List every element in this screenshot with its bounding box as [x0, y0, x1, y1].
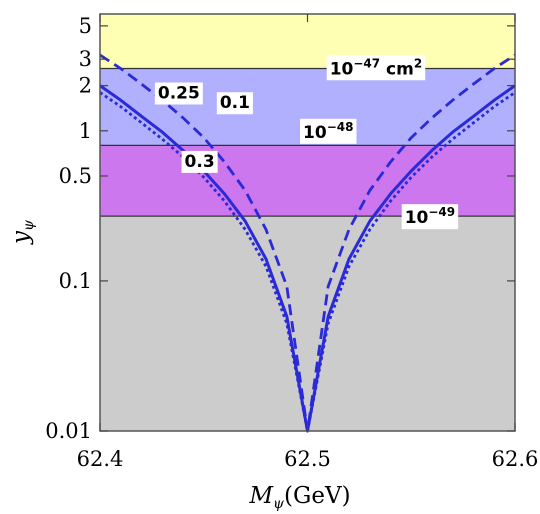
y-axis-title: yψ — [8, 219, 37, 245]
band-label-2: 10−49 — [401, 204, 459, 230]
curve-label-1-text: 0.1 — [220, 93, 250, 113]
y-tick-label: 5 — [79, 14, 92, 38]
band-label-0-text: 10−47 cm2 — [330, 56, 423, 79]
band-0 — [100, 216, 515, 431]
band-label-1: 10−48 — [300, 118, 357, 144]
curve-label-2-text: 0.3 — [185, 152, 215, 172]
y-tick-label: 0.01 — [45, 419, 92, 443]
band-label-2-text: 10−49 — [405, 205, 455, 228]
band-3 — [100, 14, 515, 69]
label-box — [300, 118, 357, 144]
label-box — [216, 92, 253, 115]
annotation-layer: 10−47 cm2 10−48 10−49 0.25 0.1 0.3 — [154, 55, 459, 230]
background-bands — [100, 14, 515, 431]
y-tick-label: 0.1 — [59, 269, 92, 293]
x-axis-title: Mψ(GeV) — [248, 483, 350, 512]
label-box — [326, 55, 426, 81]
label-box — [181, 150, 218, 173]
curve-label-2: 0.3 — [181, 150, 218, 173]
y-tick-label: 2 — [79, 74, 92, 98]
curve-label-0: 0.25 — [154, 82, 203, 105]
curve-label-0-text: 0.25 — [158, 83, 200, 103]
axis-ticks: 0.01 0.1 0.5 1 2 3 5 62.4 62.5 62.6 — [45, 14, 538, 471]
curve-label-1: 0.1 — [216, 92, 253, 115]
label-box — [401, 204, 459, 230]
band-label-0: 10−47 cm2 — [326, 55, 426, 81]
x-tick-label: 62.4 — [77, 447, 124, 471]
y-tick-label: 1 — [79, 119, 92, 143]
x-tick-label: 62.6 — [492, 447, 539, 471]
series-line-0.3 — [99, 91, 516, 433]
x-tick-label: 62.5 — [284, 447, 331, 471]
band-label-1-text: 10−48 — [303, 120, 353, 143]
label-box — [154, 82, 203, 105]
y-tick-label: 0.5 — [59, 164, 92, 188]
y-tick-label: 3 — [79, 47, 92, 71]
